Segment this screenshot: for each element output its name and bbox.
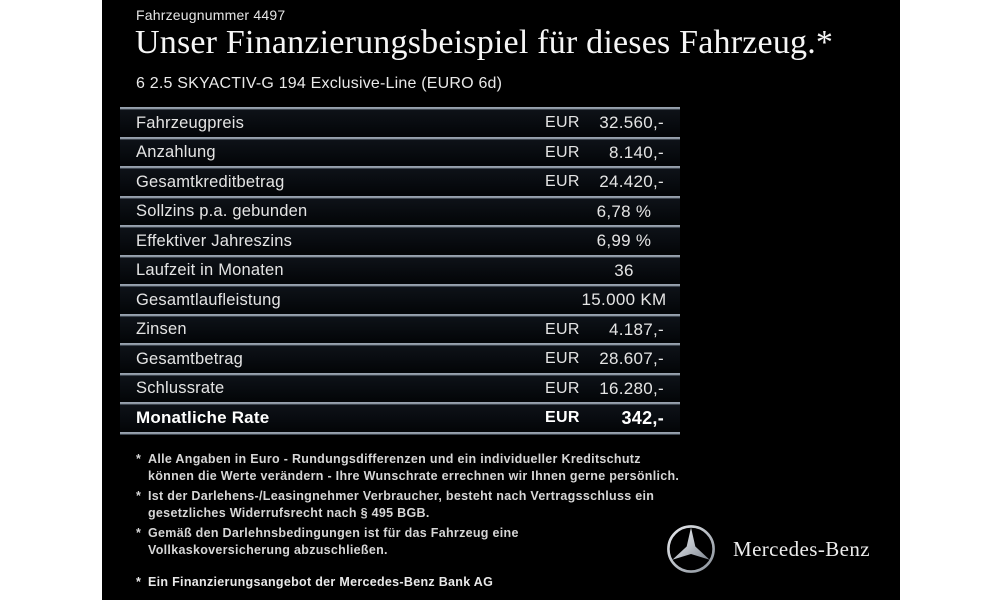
finance-table: Fahrzeugpreis EUR 32.560,- Anzahlung EUR… — [120, 107, 680, 435]
row-separator — [120, 284, 680, 287]
table-row: Monatliche Rate EUR 342,- — [120, 405, 680, 432]
page-title: Unser Finanzierungsbeispiel für dieses F… — [135, 24, 834, 61]
footnote: * Ist der Darlehens-/Leasingnehmer Verbr… — [136, 488, 688, 522]
finance-offer-panel: Fahrzeugnummer 4497 Unser Finanzierungsb… — [102, 0, 900, 600]
row-label: Gesamtlaufleistung — [136, 290, 281, 309]
footnotes: * Alle Angaben in Euro - Rundungsdiffere… — [136, 451, 688, 591]
table-row: Zinsen EUR 4.187,- — [120, 316, 680, 343]
row-separator — [120, 136, 680, 140]
row-separator — [120, 254, 680, 258]
row-separator — [120, 166, 680, 169]
row-value: 16.280,- — [599, 378, 664, 398]
footnote-marker: * — [136, 575, 142, 589]
row-value: 15.000 KM — [581, 290, 667, 310]
row-value: 6,99 % — [596, 231, 652, 251]
row-label: Monatliche Rate — [136, 408, 270, 428]
row-separator — [120, 225, 680, 228]
table-row: Gesamtbetrag EUR 28.607,- — [120, 346, 680, 373]
row-currency: EUR — [545, 409, 580, 427]
row-separator — [120, 195, 680, 199]
table-row: Gesamtkreditbetrag EUR 24.420,- — [120, 169, 680, 196]
row-label: Zinsen — [136, 320, 187, 339]
row-currency: EUR — [545, 114, 580, 132]
row-value: 24.420,- — [599, 172, 664, 192]
row-currency: EUR — [545, 173, 580, 191]
brand-footer: Mercedes-Benz — [665, 523, 870, 575]
row-separator — [120, 313, 680, 317]
table-row: Fahrzeugpreis EUR 32.560,- — [120, 110, 680, 137]
footnote-marker: * — [136, 452, 142, 466]
row-value: 36 — [614, 260, 634, 280]
row-label: Laufzeit in Monaten — [136, 261, 284, 280]
footnote-text: Gemäß den Darlehnsbedingungen ist für da… — [148, 526, 519, 557]
row-separator — [120, 343, 680, 346]
footnote-text: Ein Finanzierungsangebot der Mercedes-Be… — [148, 575, 494, 589]
row-separator — [120, 107, 680, 110]
table-row: Laufzeit in Monaten 36 — [120, 257, 680, 284]
row-label: Schlussrate — [136, 379, 225, 398]
footnote-text: Ist der Darlehens-/Leasingnehmer Verbrau… — [148, 489, 655, 520]
table-row: Anzahlung EUR 8.140,- — [120, 139, 680, 166]
row-separator — [120, 372, 680, 376]
row-value: 32.560,- — [599, 113, 664, 133]
footnote-marker: * — [136, 489, 142, 503]
table-row: Schlussrate EUR 16.280,- — [120, 375, 680, 402]
row-currency: EUR — [545, 320, 580, 338]
vehicle-number: Fahrzeugnummer 4497 — [136, 7, 286, 23]
footnote: * Gemäß den Darlehnsbedingungen ist für … — [136, 525, 688, 559]
row-currency: EUR — [545, 350, 580, 368]
row-currency: EUR — [545, 143, 580, 161]
row-label: Sollzins p.a. gebunden — [136, 202, 308, 221]
table-row: Gesamtlaufleistung 15.000 KM — [120, 287, 680, 314]
row-label: Gesamtkreditbetrag — [136, 172, 285, 191]
footnote-marker: * — [136, 526, 142, 540]
row-value: 8.140,- — [608, 142, 664, 162]
row-label: Anzahlung — [136, 143, 216, 162]
row-currency: EUR — [545, 379, 580, 397]
table-row: Sollzins p.a. gebunden 6,78 % — [120, 198, 680, 225]
row-value: 28.607,- — [599, 349, 664, 369]
row-label: Effektiver Jahreszins — [136, 231, 293, 250]
row-label: Fahrzeugpreis — [136, 113, 245, 132]
mercedes-star-icon — [665, 523, 717, 575]
row-separator — [120, 402, 680, 405]
brand-wordmark: Mercedes-Benz — [733, 536, 870, 561]
footnote: * Alle Angaben in Euro - Rundungsdiffere… — [136, 451, 688, 485]
row-value: 4.187,- — [608, 319, 664, 339]
row-separator — [120, 431, 680, 435]
vehicle-model: 6 2.5 SKYACTIV-G 194 Exclusive-Line (EUR… — [136, 75, 503, 92]
row-value: 342,- — [621, 407, 664, 428]
row-value: 6,78 % — [596, 201, 652, 221]
table-row: Effektiver Jahreszins 6,99 % — [120, 228, 680, 255]
footnote: * Ein Finanzierungsangebot der Mercedes-… — [136, 574, 688, 591]
footnote-text: Alle Angaben in Euro - Rundungsdifferenz… — [148, 452, 680, 483]
row-label: Gesamtbetrag — [136, 349, 243, 368]
